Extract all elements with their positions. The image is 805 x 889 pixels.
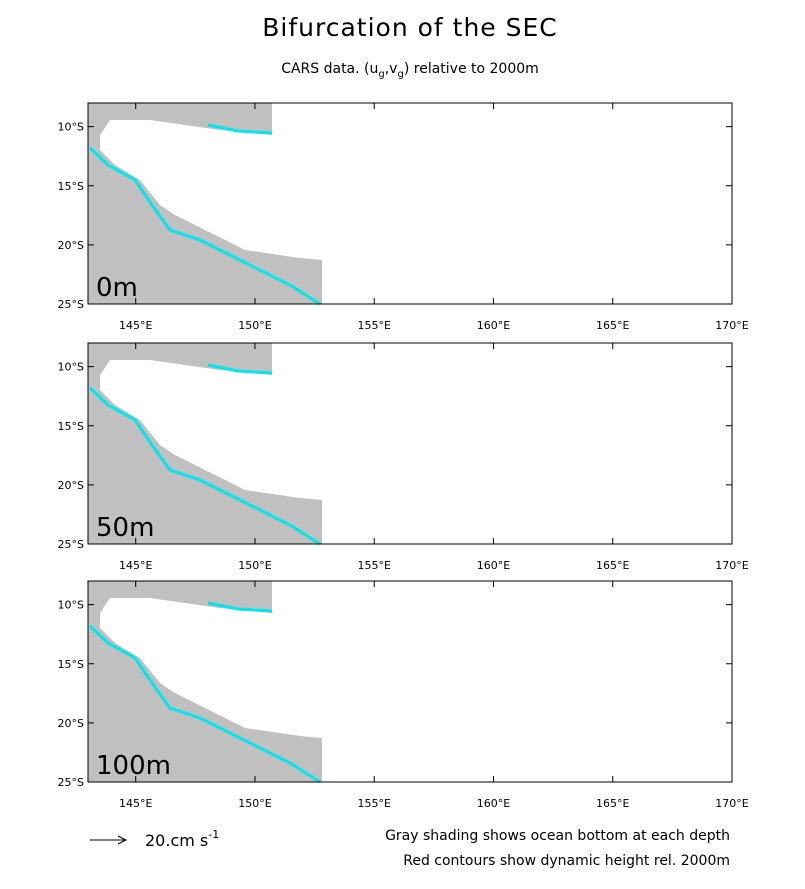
depth-label: 50m [96,513,154,543]
note: Gray shading shows ocean bottom at each … [385,828,730,844]
x-tick-label: 145°E [119,319,152,332]
y-tick-label: 25°S [58,298,84,311]
y-tick-label: 20°S [58,717,84,730]
panel-frame [87,580,733,783]
subtitle-sub: g [378,69,384,80]
y-tick-label: 20°S [58,239,84,252]
scale-label-text: 20.cm s [145,831,208,850]
x-tick-label: 160°E [477,319,510,332]
x-tick-label: 150°E [238,319,271,332]
depth-label: 100m [96,751,171,781]
y-tick-label: 10°S [58,599,84,612]
y-tick-label: 10°S [58,361,84,374]
panel: 145°E 150°E 155°E 160°E 165°E 170°E 10°S 15°S 20… [58,580,749,810]
x-tick-label: 155°E [357,319,390,332]
subtitle-part: ) relative to 2000m [404,61,539,77]
x-tick-label: 170°E [715,559,748,572]
panel: 145°E 150°E 155°E 160°E 165°E 170°E 10°S 15°S 20… [58,342,749,572]
panel: 145°E 150°E 155°E 160°E 165°E 170°E 10°S 15°S 20… [58,102,749,332]
depth-label: 0m [96,273,138,303]
x-tick-label: 145°E [119,559,152,572]
subtitle-part: CARS data. (u [281,61,378,77]
x-tick-label: 150°E [238,559,271,572]
x-tick-label: 170°E [715,319,748,332]
coastline [207,363,273,375]
y-tick-label: 25°S [58,776,84,789]
scale-arrow-head [117,835,128,845]
panel-frame [87,342,733,545]
coastline [88,624,321,784]
x-tick-label: 150°E [238,797,271,810]
land [88,103,322,304]
x-tick-label: 165°E [596,797,629,810]
x-tick-label: 160°E [477,559,510,572]
y-tick-label: 20°S [58,479,84,492]
coastline [88,146,321,306]
land [88,343,322,544]
land [88,581,322,782]
coastline [207,601,273,613]
scale-label-exp: -1 [208,828,219,841]
y-tick-label: 10°S [58,121,84,134]
y-tick-label: 15°S [58,180,84,193]
subtitle-sub: g [397,69,403,80]
y-tick-label: 15°S [58,658,84,671]
scale-label: 20.cm s-1 [145,828,219,850]
x-tick-label: 170°E [715,797,748,810]
subtitle: CARS data. (ug,vg) relative to 2000m [281,61,539,80]
x-tick-label: 160°E [477,797,510,810]
x-tick-label: 165°E [596,319,629,332]
y-tick-label: 25°S [58,538,84,551]
x-tick-label: 145°E [119,797,152,810]
subtitle-part: ,v [385,61,398,77]
coastline [88,386,321,546]
coastline [207,123,273,135]
x-tick-label: 155°E [357,559,390,572]
title: Bifurcation of the SEC [262,13,558,42]
note: Red contours show dynamic height rel. 20… [403,853,730,869]
x-tick-label: 165°E [596,559,629,572]
panel-frame [87,102,733,305]
x-tick-label: 155°E [357,797,390,810]
y-tick-label: 15°S [58,420,84,433]
